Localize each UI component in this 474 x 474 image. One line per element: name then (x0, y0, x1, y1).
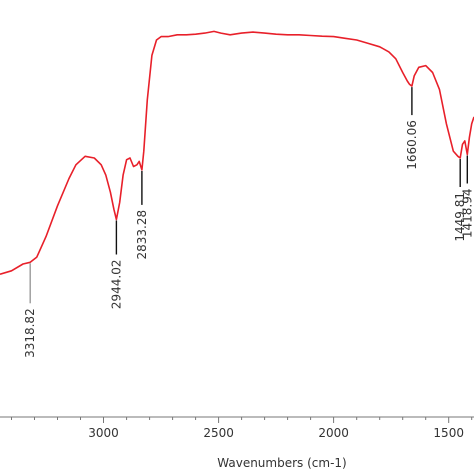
x-axis: 3000 2500 2000 1500 (0, 416, 474, 440)
x-tick-label-3: 1500 (433, 426, 464, 440)
spectrum-series (0, 30, 474, 275)
x-tick-label-1: 2500 (203, 426, 234, 440)
peak-annotations: 3318.82 2944.02 2833.28 1660.06 1449.811418.… (23, 87, 474, 358)
peak-label-1: 2944.02 (109, 260, 123, 310)
peak-label-0: 3318.82 (23, 308, 37, 358)
peak-label-3: 1660.06 (405, 120, 419, 170)
peak-label-2: 2833.28 (135, 210, 149, 260)
spectrum-line-0 (0, 30, 474, 275)
x-tick-label-0: 3000 (88, 426, 119, 440)
peak-label-5: 1418.94 (460, 189, 474, 239)
x-tick-label-2: 2000 (318, 426, 349, 440)
x-axis-title: Wavenumbers (cm-1) (217, 456, 346, 470)
peak-label-4: 1449.81 (453, 192, 467, 242)
